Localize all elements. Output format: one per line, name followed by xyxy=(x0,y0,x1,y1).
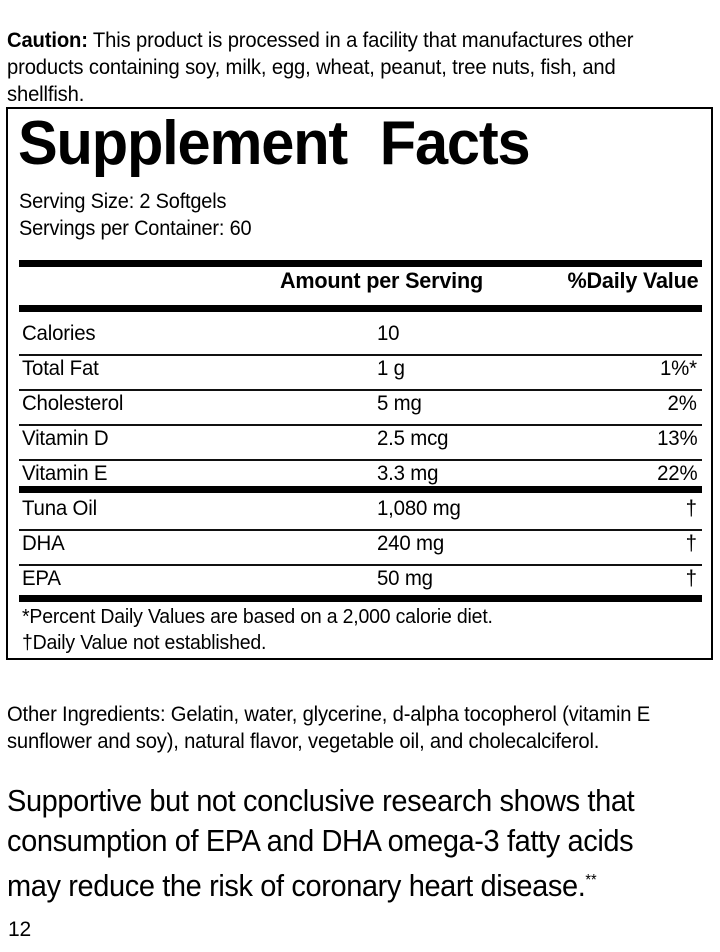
row-daily-value: † xyxy=(685,531,697,555)
footnote-percent-daily-value: *Percent Daily Values are based on a 2,0… xyxy=(22,605,493,628)
header-amount-per-serving: Amount per Serving xyxy=(280,268,483,293)
page-number: 12 xyxy=(8,918,31,941)
footnote-daily-value-not-established: †Daily Value not established. xyxy=(22,631,267,654)
title-supplement: Supplement xyxy=(18,109,348,178)
supplement-facts-title: Supplement Facts xyxy=(18,113,680,175)
row-amount: 1 g xyxy=(377,356,405,380)
row-amount: 3.3 mg xyxy=(377,461,439,485)
table-row: Calories 10 xyxy=(19,321,702,355)
caution-label: Caution: xyxy=(7,27,88,52)
row-name: Total Fat xyxy=(22,356,99,380)
row-amount: 5 mg xyxy=(377,391,422,415)
table-row: Vitamin D 2.5 mcg 13% xyxy=(19,426,702,460)
row-name: EPA xyxy=(22,566,61,590)
row-name: Vitamin E xyxy=(22,461,108,485)
supplement-facts-panel: Supplement Facts Serving Size: 2 Softgels… xyxy=(6,107,713,660)
rule-below-header xyxy=(19,305,702,312)
row-divider xyxy=(19,529,702,531)
table-row: Tuna Oil 1,080 mg † xyxy=(19,496,702,530)
row-daily-value: 22% xyxy=(656,461,698,485)
serving-size: Serving Size: 2 Softgels xyxy=(19,190,227,213)
table-row: EPA 50 mg † xyxy=(19,566,702,600)
table-row: Cholesterol 5 mg 2% xyxy=(19,391,702,425)
other-ingredients-text: Other Ingredients: Gelatin, water, glyce… xyxy=(7,701,651,753)
title-facts: Facts xyxy=(379,109,531,178)
row-daily-value: 1%* xyxy=(660,356,697,380)
row-divider xyxy=(19,424,702,426)
row-name: Vitamin D xyxy=(22,426,109,450)
serving-information: Serving Size: 2 Softgels Servings per Co… xyxy=(19,188,252,242)
rule-above-header xyxy=(19,260,702,267)
row-name: DHA xyxy=(22,531,65,555)
rule-above-footnotes xyxy=(19,595,702,602)
row-amount: 240 mg xyxy=(377,531,444,555)
row-name: Tuna Oil xyxy=(22,496,97,520)
row-divider xyxy=(19,564,702,566)
row-daily-value: 2% xyxy=(667,391,697,415)
row-daily-value: 13% xyxy=(656,426,698,450)
header-daily-value: %Daily Value xyxy=(567,268,698,293)
table-row: Total Fat 1 g 1%* xyxy=(19,356,702,390)
row-amount: 1,080 mg xyxy=(377,496,461,520)
row-divider xyxy=(19,459,702,461)
rule-group-separator xyxy=(19,486,702,493)
health-claim-body: Supportive but not conclusive research s… xyxy=(7,783,635,903)
table-row: DHA 240 mg † xyxy=(19,531,702,565)
row-daily-value: † xyxy=(685,496,697,520)
caution-paragraph: Caution: This product is processed in a … xyxy=(7,27,667,108)
row-amount: 50 mg xyxy=(377,566,433,590)
servings-per-container: Servings per Container: 60 xyxy=(19,217,252,240)
row-divider xyxy=(19,389,702,391)
health-claim-text: Supportive but not conclusive research s… xyxy=(7,781,678,906)
row-name: Calories xyxy=(22,321,96,345)
row-daily-value: † xyxy=(685,566,697,590)
caution-text: This product is processed in a facility … xyxy=(7,27,634,106)
row-amount: 2.5 mcg xyxy=(377,426,449,450)
table-header-row: Amount per Serving %Daily Value xyxy=(19,268,702,302)
row-divider xyxy=(19,354,702,356)
row-amount: 10 xyxy=(377,321,400,345)
table-row: Vitamin E 3.3 mg 22% xyxy=(19,461,702,495)
row-name: Cholesterol xyxy=(22,391,124,415)
health-claim-superscript: ** xyxy=(585,871,597,889)
